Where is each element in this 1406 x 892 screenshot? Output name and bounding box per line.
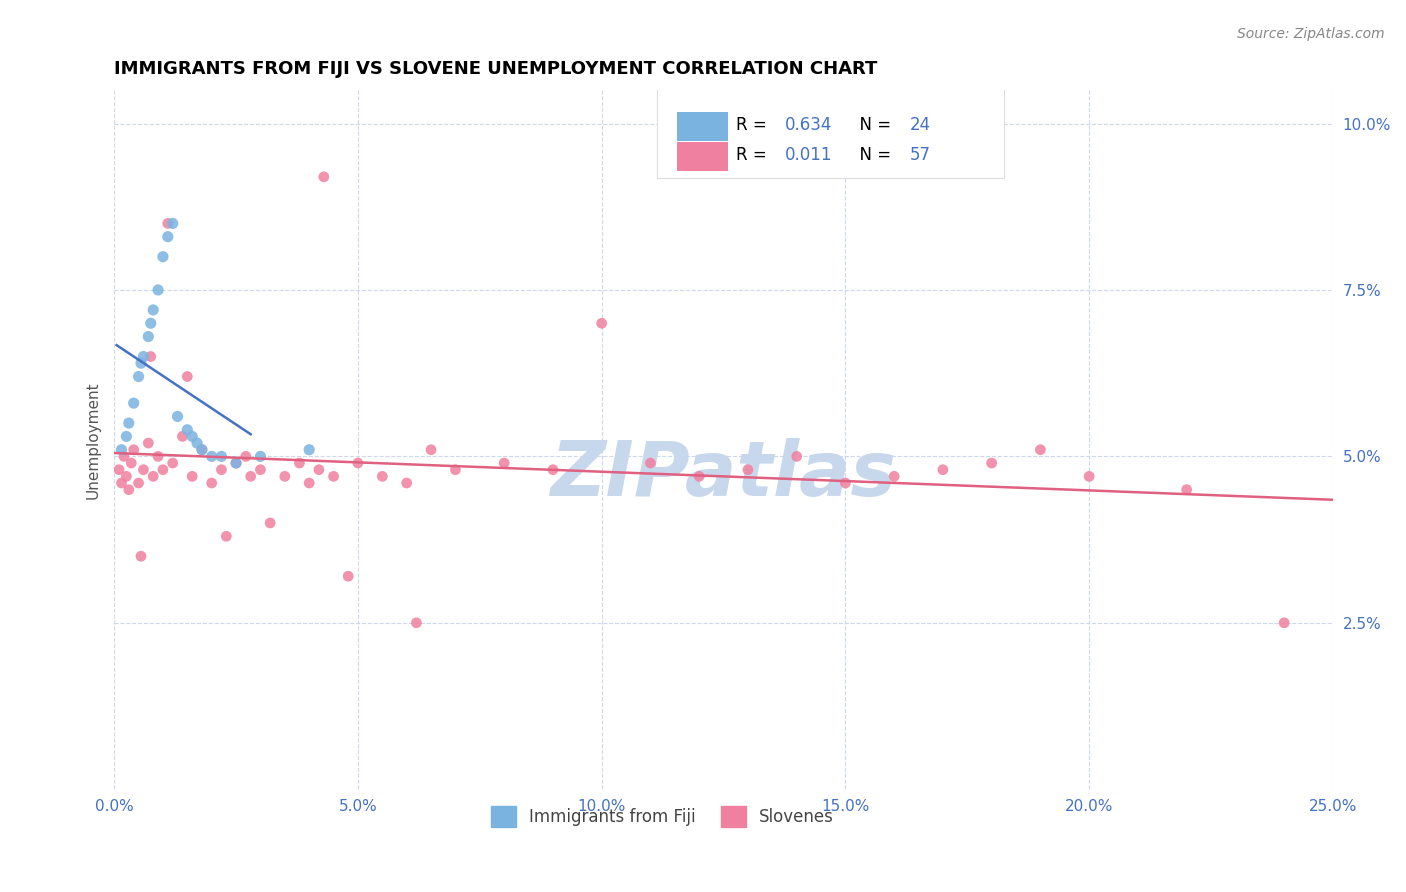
FancyBboxPatch shape [678, 142, 728, 171]
Point [129, 549, 152, 564]
Point [371, 469, 394, 483]
Point [162, 216, 184, 230]
Point [176, 369, 198, 384]
Point [122, 396, 145, 410]
Point [201, 475, 224, 490]
Point [640, 456, 662, 470]
Point [298, 442, 321, 457]
Point [688, 469, 710, 483]
Point [298, 475, 321, 490]
Point [883, 469, 905, 483]
Text: R =: R = [735, 116, 772, 134]
Point [932, 463, 955, 477]
Point [541, 463, 564, 477]
Point [444, 463, 467, 477]
Point [156, 229, 179, 244]
Point [118, 483, 141, 497]
Point [191, 442, 214, 457]
Point [322, 469, 344, 483]
Point [420, 442, 443, 457]
Point [274, 469, 297, 483]
Point [132, 463, 155, 477]
Point [249, 450, 271, 464]
Text: 0.011: 0.011 [785, 146, 832, 164]
Text: IMMIGRANTS FROM FIJI VS SLOVENE UNEMPLOYMENT CORRELATION CHART: IMMIGRANTS FROM FIJI VS SLOVENE UNEMPLOY… [114, 60, 877, 78]
Point [108, 463, 131, 477]
Point [132, 350, 155, 364]
Point [142, 469, 165, 483]
Point [259, 516, 281, 530]
Point [120, 456, 142, 470]
Text: 24: 24 [910, 116, 931, 134]
Point [129, 356, 152, 370]
Point [347, 456, 370, 470]
Point [128, 369, 150, 384]
Point [166, 409, 188, 424]
Point [225, 456, 247, 470]
Text: 57: 57 [910, 146, 931, 164]
Point [1272, 615, 1295, 630]
Point [115, 429, 138, 443]
Point [395, 475, 418, 490]
Point [1029, 442, 1052, 457]
Point [152, 250, 174, 264]
Point [115, 469, 138, 483]
Point [128, 475, 150, 490]
Point [980, 456, 1002, 470]
Point [156, 216, 179, 230]
Point [139, 350, 162, 364]
Point [139, 316, 162, 330]
FancyBboxPatch shape [657, 88, 1004, 178]
Point [834, 475, 856, 490]
Point [152, 463, 174, 477]
Point [162, 456, 184, 470]
Point [405, 615, 427, 630]
Point [312, 169, 335, 184]
Point [136, 329, 159, 343]
Point [225, 456, 247, 470]
Point [191, 442, 214, 457]
Point [186, 436, 208, 450]
Text: 0.634: 0.634 [785, 116, 832, 134]
Point [136, 436, 159, 450]
Point [215, 529, 238, 543]
Point [146, 450, 169, 464]
Text: Source: ZipAtlas.com: Source: ZipAtlas.com [1237, 27, 1385, 41]
Point [235, 450, 257, 464]
Point [337, 569, 360, 583]
Point [209, 463, 232, 477]
Text: N =: N = [849, 146, 897, 164]
Text: R =: R = [735, 146, 772, 164]
Point [181, 429, 204, 443]
Point [737, 463, 759, 477]
Point [176, 423, 198, 437]
FancyBboxPatch shape [678, 112, 728, 141]
Point [142, 302, 165, 317]
Point [249, 463, 271, 477]
Point [308, 463, 330, 477]
Y-axis label: Unemployment: Unemployment [86, 381, 100, 499]
Point [112, 450, 135, 464]
Text: ZIPatlas: ZIPatlas [551, 438, 897, 512]
Point [591, 316, 613, 330]
Point [1078, 469, 1101, 483]
Point [494, 456, 516, 470]
Point [288, 456, 311, 470]
Point [110, 442, 132, 457]
Point [201, 450, 224, 464]
Point [181, 469, 204, 483]
Point [172, 429, 194, 443]
Legend: Immigrants from Fiji, Slovenes: Immigrants from Fiji, Slovenes [484, 799, 841, 833]
Point [209, 450, 232, 464]
Text: N =: N = [849, 116, 897, 134]
Point [146, 283, 169, 297]
Point [118, 416, 141, 430]
Point [122, 442, 145, 457]
Point [110, 475, 132, 490]
Point [786, 450, 808, 464]
Point [239, 469, 262, 483]
Point [1175, 483, 1198, 497]
